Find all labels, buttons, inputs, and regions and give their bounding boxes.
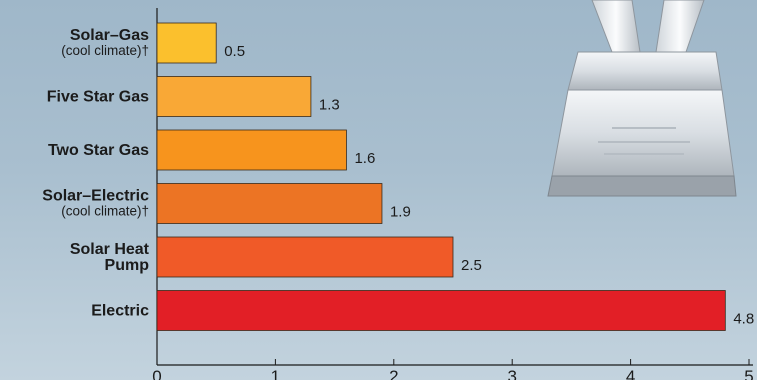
value-label: 1.3 <box>319 97 340 114</box>
value-label: 4.8 <box>733 311 754 328</box>
value-labels: 0.5 1.3 1.6 1.9 2.5 4.8 <box>224 43 754 328</box>
value-label: 1.6 <box>354 150 375 167</box>
bars <box>156 22 726 331</box>
x-tick-label: 2 <box>389 367 398 380</box>
bar <box>156 22 217 64</box>
category-label: Two Star Gas <box>48 142 149 159</box>
bar <box>156 290 726 331</box>
bar <box>156 236 454 278</box>
x-tick-label: 5 <box>744 367 753 380</box>
bar <box>156 183 383 224</box>
category-sublabel: (cool climate)† <box>61 204 149 219</box>
bar <box>156 76 312 117</box>
category-label: Electric <box>91 303 149 320</box>
category-label: Five Star Gas <box>47 89 149 106</box>
category-sublabel: (cool climate)† <box>61 43 149 58</box>
x-tick-label: 3 <box>507 367 516 380</box>
bar <box>156 129 347 171</box>
x-tick-label: 4 <box>626 367 635 380</box>
category-label: Solar–Gas <box>70 27 149 44</box>
value-label: 2.5 <box>461 257 482 274</box>
value-label: 0.5 <box>224 43 245 60</box>
category-label: Pump <box>105 257 150 274</box>
x-tick-label: 1 <box>271 367 280 380</box>
category-labels: Solar–Gas(cool climate)†Five Star GasTwo… <box>42 27 149 320</box>
value-label: 1.9 <box>390 204 411 221</box>
x-tick-label: 0 <box>152 367 161 380</box>
category-label: Solar–Electric <box>42 188 149 205</box>
x-axis-ticks: 0 1 2 3 4 5 <box>152 359 754 380</box>
trophy-image <box>547 0 737 197</box>
category-label: Solar Heat <box>70 241 150 258</box>
